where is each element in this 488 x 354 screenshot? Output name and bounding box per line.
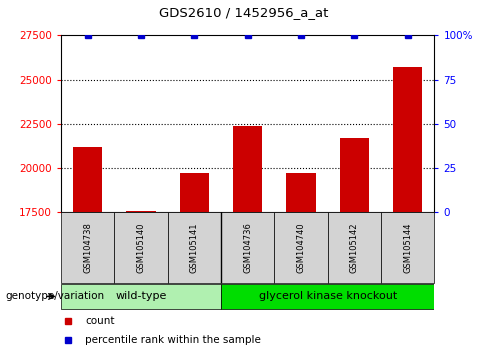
Bar (180, 173, 209, 212)
Text: GSM104736: GSM104736 (243, 222, 252, 273)
Bar (274, 212, 327, 283)
Bar (126, 211, 156, 212)
Text: GSM104738: GSM104738 (83, 222, 92, 273)
Text: GSM105141: GSM105141 (190, 223, 199, 273)
Text: GSM105140: GSM105140 (137, 223, 145, 273)
Text: GSM104740: GSM104740 (297, 222, 305, 273)
Text: percentile rank within the sample: percentile rank within the sample (85, 335, 261, 345)
Text: glycerol kinase knockout: glycerol kinase knockout (259, 291, 397, 302)
Bar (114, 212, 168, 283)
Text: GSM105142: GSM105142 (350, 223, 359, 273)
Bar (73, 147, 102, 212)
Bar (327, 212, 381, 283)
Text: wild-type: wild-type (115, 291, 167, 302)
Text: GSM105144: GSM105144 (403, 223, 412, 273)
Bar (61, 212, 114, 283)
Text: genotype/variation: genotype/variation (5, 291, 104, 302)
Bar (221, 284, 434, 309)
Bar (61, 284, 221, 309)
Text: count: count (85, 316, 115, 326)
Bar (221, 212, 274, 283)
Bar (286, 173, 316, 212)
Bar (393, 67, 422, 212)
Bar (340, 138, 369, 212)
Bar (233, 126, 263, 212)
Bar (168, 212, 221, 283)
Text: GDS2610 / 1452956_a_at: GDS2610 / 1452956_a_at (159, 6, 329, 19)
Bar (381, 212, 434, 283)
